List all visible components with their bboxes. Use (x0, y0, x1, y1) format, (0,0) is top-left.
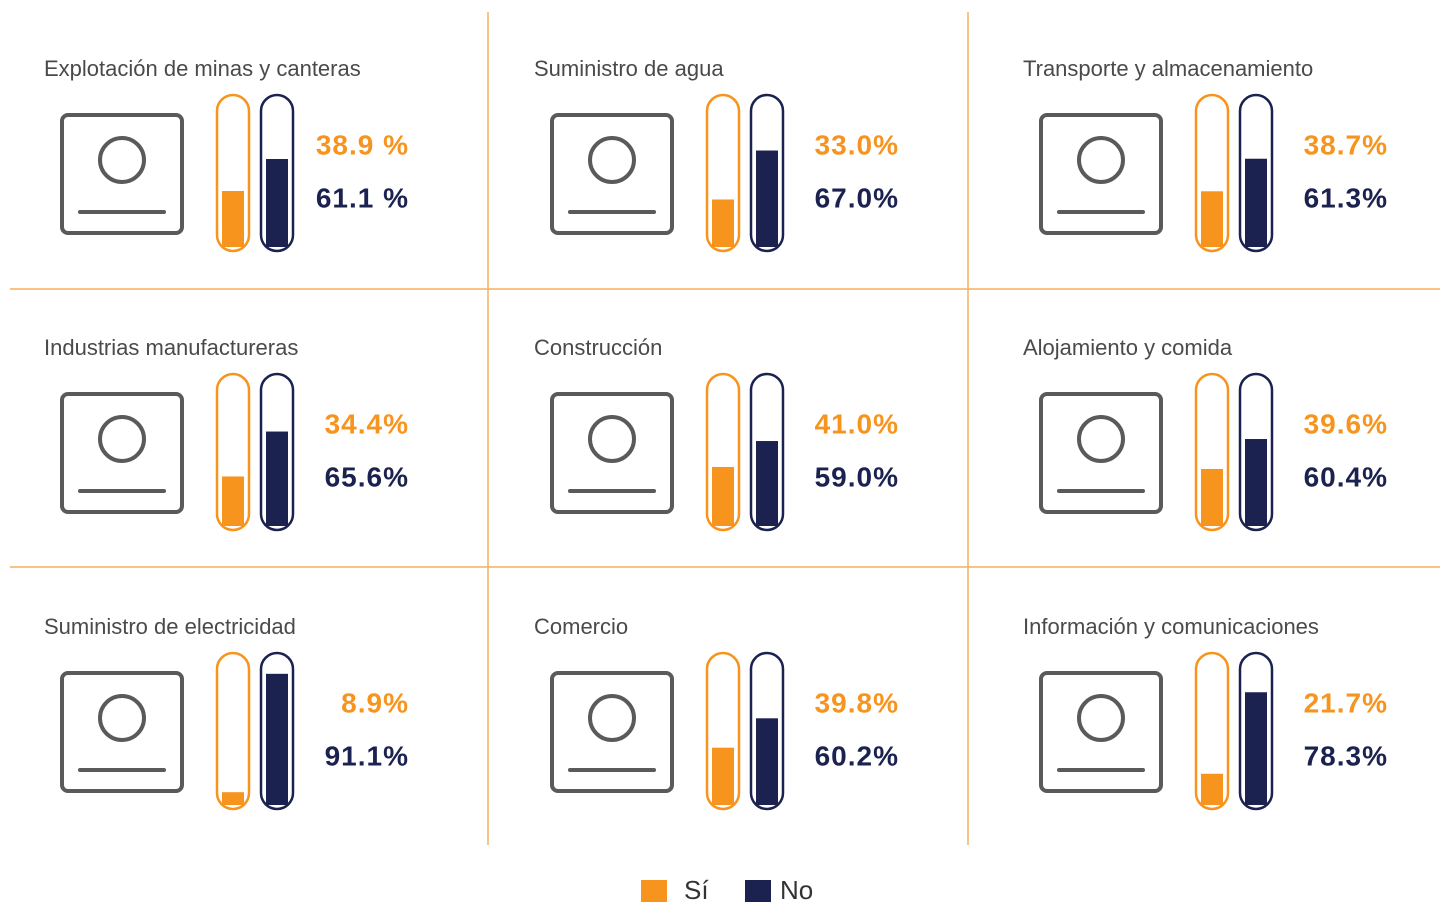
icon-detail (588, 415, 636, 463)
icon-frame (60, 113, 184, 235)
tube-outline (1194, 93, 1230, 253)
value-label: 60.2% (815, 740, 899, 771)
value-label: 33.0% (815, 129, 899, 160)
value-label: 67.0% (815, 182, 899, 213)
tube-outline (749, 651, 785, 811)
icon-frame (550, 392, 674, 514)
tube-outline (1194, 651, 1230, 811)
cell-title: Comercio (534, 614, 628, 639)
value-label: 78.3% (1304, 740, 1388, 771)
icon-frame (60, 392, 184, 514)
icon-frame (550, 113, 674, 235)
tube-outline (705, 651, 741, 811)
icon-detail (588, 694, 636, 742)
value-label: 8.9% (341, 687, 409, 718)
cell-title: Información y comunicaciones (1023, 614, 1319, 639)
value-label: 21.7% (1304, 687, 1388, 718)
tube-fill (1201, 468, 1223, 526)
tube-outline (215, 93, 251, 253)
cell-title: Suministro de agua (534, 56, 724, 81)
icon (60, 671, 184, 793)
value-label: 60.4% (1304, 461, 1388, 492)
icon (1039, 113, 1163, 235)
tube-outline (705, 372, 741, 532)
tube-fill (1245, 692, 1267, 805)
value-label: 61.1 % (316, 182, 409, 213)
icon-frame (1039, 113, 1163, 235)
tube-outline (259, 372, 295, 532)
tube-fill (222, 792, 244, 805)
legend-label: Sí (684, 875, 709, 903)
icon-detail (588, 136, 636, 184)
tube-fill (266, 673, 288, 805)
icon (60, 392, 184, 514)
tube-fill (266, 159, 288, 247)
icon (60, 113, 184, 235)
cell-title: Construcción (534, 335, 662, 360)
icon-detail (1077, 415, 1125, 463)
icon-frame (60, 671, 184, 793)
legend-swatch (745, 880, 771, 902)
legend-swatch (641, 880, 667, 902)
tube-fill (756, 441, 778, 526)
cell-title: Alojamiento y comida (1023, 335, 1233, 360)
tube-fill (222, 476, 244, 526)
value-label: 61.3% (1304, 182, 1388, 213)
icon (550, 392, 674, 514)
value-label: 59.0% (815, 461, 899, 492)
tube-outline (749, 372, 785, 532)
tube-fill (1201, 191, 1223, 247)
tube-fill (712, 466, 734, 526)
icon (550, 671, 674, 793)
icon-detail (98, 694, 146, 742)
icon (550, 113, 674, 235)
icon-frame (1039, 671, 1163, 793)
cell-title: Explotación de minas y canteras (44, 56, 361, 81)
value-label: 91.1% (325, 740, 409, 771)
tube-fill (222, 190, 244, 247)
tube-outline (1238, 651, 1274, 811)
value-label: 41.0% (815, 408, 899, 439)
tube-outline (1194, 372, 1230, 532)
tube-fill (1201, 773, 1223, 805)
cell-title: Suministro de electricidad (44, 614, 296, 639)
tube-fill (712, 199, 734, 247)
icon-detail (98, 415, 146, 463)
cell-title: Industrias manufactureras (44, 335, 298, 360)
icon-detail (98, 136, 146, 184)
value-label: 38.9 % (316, 129, 409, 160)
tube-fill (712, 747, 734, 805)
tube-fill (1245, 439, 1267, 526)
value-label: 65.6% (325, 461, 409, 492)
icon-detail (1077, 136, 1125, 184)
icon (1039, 392, 1163, 514)
icon-frame (550, 671, 674, 793)
cell-title: Transporte y almacenamiento (1023, 56, 1313, 81)
tube-fill (266, 431, 288, 526)
tube-outline (1238, 93, 1274, 253)
dividers (10, 12, 1440, 845)
icon (1039, 671, 1163, 793)
tube-outline (1238, 372, 1274, 532)
tube-fill (756, 718, 778, 805)
tube-outline (215, 651, 251, 811)
value-label: 39.6% (1304, 408, 1388, 439)
tube-outline (705, 93, 741, 253)
value-label: 39.8% (815, 687, 899, 718)
value-label: 38.7% (1304, 129, 1388, 160)
icon-frame (1039, 392, 1163, 514)
tube-fill (1245, 158, 1267, 247)
value-label: 34.4% (325, 408, 409, 439)
tube-outline (259, 651, 295, 811)
tube-fill (756, 150, 778, 247)
tube-outline (215, 372, 251, 532)
legend-label: No (780, 875, 813, 903)
tube-outline (259, 93, 295, 253)
icon-detail (1077, 694, 1125, 742)
tube-outline (749, 93, 785, 253)
